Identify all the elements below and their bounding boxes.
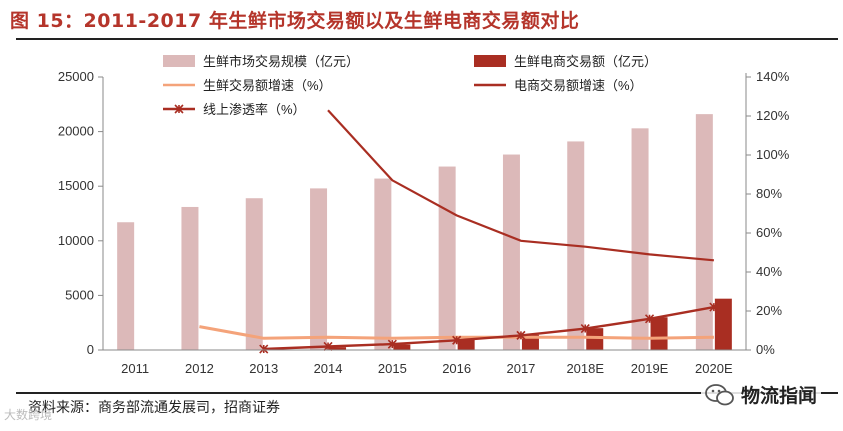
y-right-tick-label: 140% bbox=[756, 69, 790, 84]
bar-market-2020E bbox=[695, 114, 713, 351]
y-right-tick-label: 80% bbox=[756, 186, 782, 201]
y-left-tick-label: 0 bbox=[87, 342, 94, 357]
x-tick-label: 2016 bbox=[442, 361, 471, 376]
watermark-left: 大数跨境 bbox=[4, 408, 53, 422]
wechat-icon bbox=[705, 383, 734, 405]
marker-penetration-2015 bbox=[387, 339, 397, 349]
y-right-tick-label: 20% bbox=[756, 303, 782, 318]
bar-ecommerce-2019E bbox=[650, 317, 668, 350]
x-tick-label: 2015 bbox=[378, 361, 407, 376]
bar-ecommerce-2018E bbox=[586, 328, 604, 350]
y-right-tick-label: 100% bbox=[756, 147, 790, 162]
y-left-tick-label: 15000 bbox=[58, 178, 94, 193]
bar-ecommerce-2020E bbox=[714, 298, 732, 350]
bar-market-2012 bbox=[181, 206, 199, 350]
marker-penetration-2020E bbox=[709, 302, 719, 312]
bar-market-2013 bbox=[245, 198, 263, 350]
marker-penetration-2019E bbox=[644, 314, 655, 324]
bar-ecommerce-2015 bbox=[393, 344, 411, 350]
title-divider bbox=[16, 38, 838, 40]
legend-label: 生鲜市场交易规模（亿元） bbox=[203, 54, 359, 69]
y-left-tick-label: 20000 bbox=[58, 124, 94, 139]
bar-ecommerce-2016 bbox=[457, 339, 475, 350]
x-tick-label: 2018E bbox=[566, 361, 604, 376]
x-tick-label: 2013 bbox=[249, 361, 278, 376]
bar-market-2016 bbox=[438, 166, 456, 350]
legend-label: 生鲜电商交易额（亿元） bbox=[514, 54, 657, 69]
y-left-tick-label: 25000 bbox=[58, 69, 94, 84]
marker-penetration-2017 bbox=[516, 330, 526, 340]
bar-market-2014 bbox=[310, 188, 328, 350]
bar-market-2015 bbox=[374, 178, 392, 350]
line-penetration bbox=[263, 305, 715, 351]
legend-swatch bbox=[163, 55, 195, 67]
y-right-tick-label: 60% bbox=[756, 225, 782, 240]
y-left-tick-label: 5000 bbox=[65, 287, 94, 302]
legend-label: 生鲜交易额增速（%） bbox=[203, 78, 332, 93]
legend-swatch bbox=[474, 55, 506, 67]
marker-penetration-2018E bbox=[580, 323, 590, 334]
bar-market-2019E bbox=[631, 128, 649, 350]
bar-ecommerce-2014 bbox=[329, 347, 347, 350]
x-tick-label: 2017 bbox=[506, 361, 535, 376]
source-divider bbox=[16, 392, 838, 394]
y-right-tick-label: 120% bbox=[756, 108, 790, 123]
x-tick-label: 2011 bbox=[121, 361, 149, 376]
watermark-right: 物流指闻 bbox=[700, 381, 821, 408]
marker-penetration-2013 bbox=[259, 344, 269, 354]
marker-penetration-2014 bbox=[323, 341, 333, 352]
marker-penetration-2016 bbox=[452, 335, 462, 345]
x-tick-label: 2019E bbox=[631, 361, 669, 376]
y-left-tick-label: 10000 bbox=[58, 233, 94, 248]
x-tick-label: 2012 bbox=[185, 361, 214, 376]
x-tick-label: 2020E bbox=[695, 361, 733, 376]
bar-market-2011 bbox=[117, 222, 135, 350]
source-note: 资料来源：商务部流通发展司，招商证券 bbox=[28, 400, 280, 416]
legend-label: 电商交易额增速（%） bbox=[514, 78, 643, 93]
page-title: 图 15：2011-2017 年生鲜市场交易额以及生鲜电商交易额对比 bbox=[10, 10, 580, 32]
y-right-tick-label: 0% bbox=[756, 342, 775, 357]
watermark-right-label: 物流指闻 bbox=[740, 385, 817, 407]
legend-label: 线上渗透率（%） bbox=[203, 102, 306, 117]
legend-marker bbox=[174, 104, 184, 114]
line-ecommerce-growth bbox=[327, 109, 715, 262]
x-tick-label: 2014 bbox=[314, 361, 343, 376]
bar-market-2017 bbox=[502, 154, 520, 350]
y-right-tick-label: 40% bbox=[756, 264, 782, 279]
